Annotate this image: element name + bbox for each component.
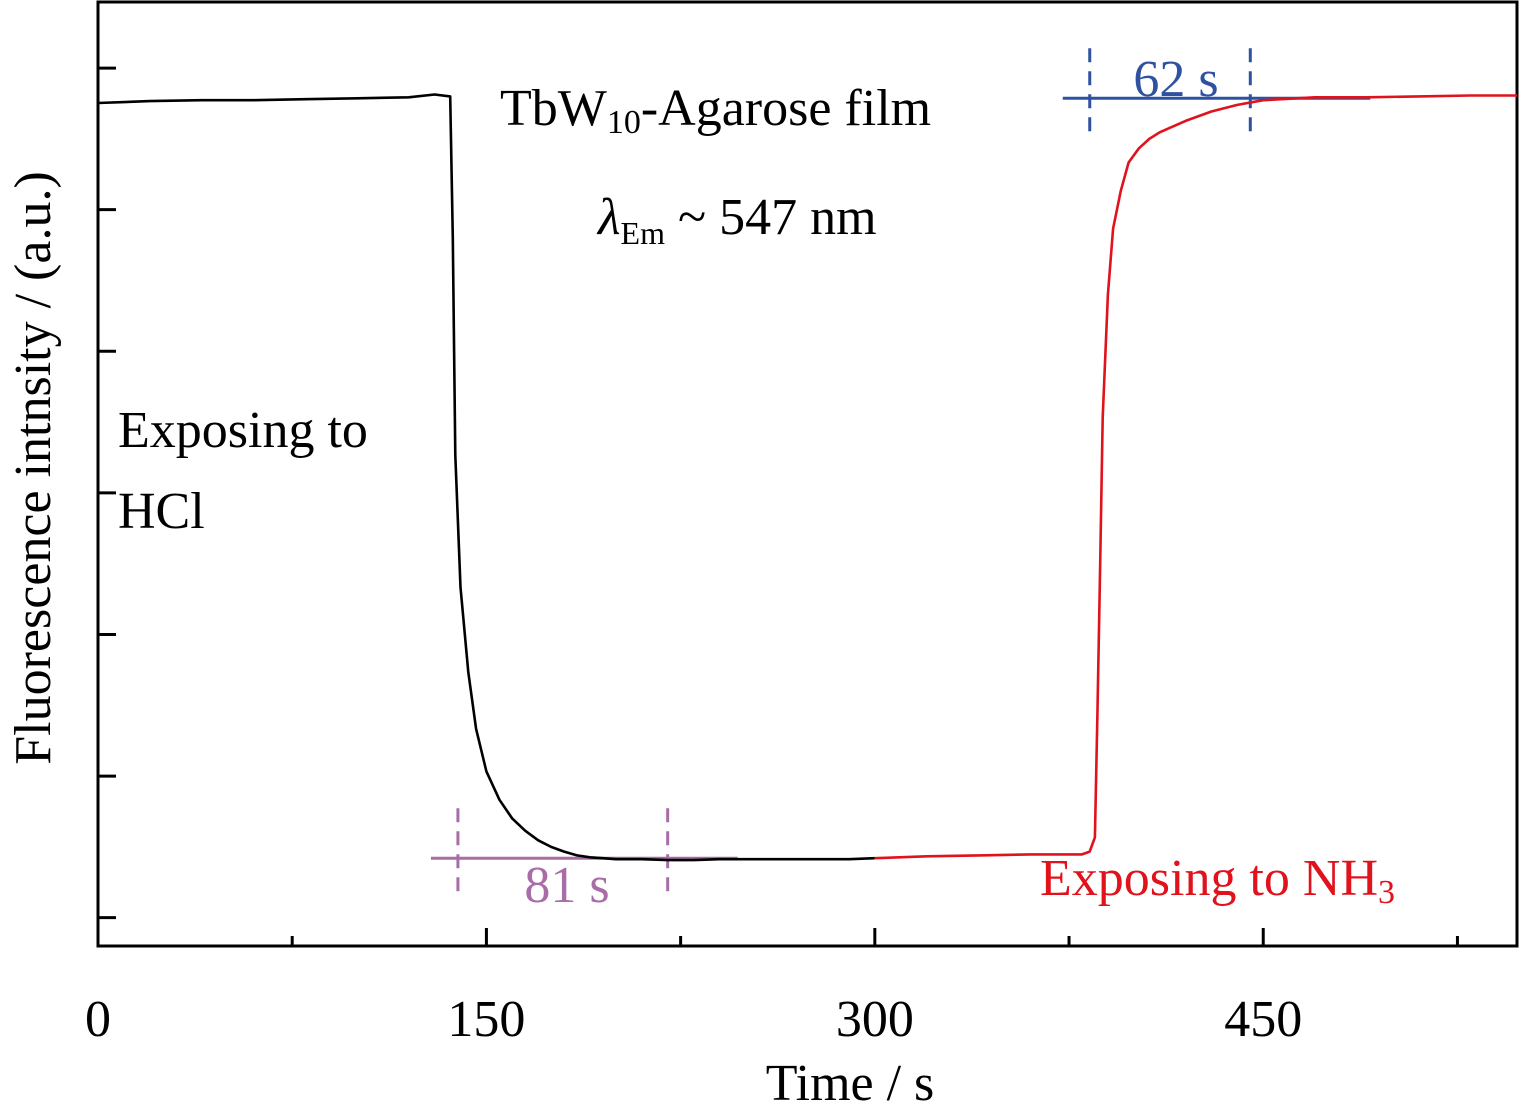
nh3-label: Exposing to NH3 (1040, 850, 1395, 911)
nh3-label-main: Exposing to NH (1040, 850, 1378, 907)
x-tick-label-1: 150 (447, 991, 525, 1048)
hcl-label-line2: HCl (118, 483, 205, 540)
film-label-subscript: 10 (607, 104, 641, 141)
y-axis-label: Fluorescence intnsity / (a.u.) (5, 171, 62, 765)
lambda-subscript: Em (621, 215, 666, 251)
x-tick-labels: 0 150 300 450 (85, 991, 1302, 1048)
x-axis-label: Time / s (766, 1055, 935, 1109)
film-label: TbW10-Agarose film (500, 80, 931, 141)
response-time-spans (430, 48, 1371, 895)
x-tick-label-2: 300 (836, 991, 914, 1048)
data-series (97, 93, 1517, 862)
lambda-symbol: λ (596, 189, 621, 246)
rise-time-label: 62 s (1133, 51, 1218, 108)
x-tick-label-0: 0 (85, 991, 111, 1048)
emission-wavelength-label: λEm ~ 547 nm (596, 189, 877, 251)
film-label-main: TbW (500, 80, 607, 137)
nh3-label-subscript: 3 (1378, 874, 1395, 911)
film-label-rest: -Agarose film (641, 80, 931, 137)
x-tick-label-3: 450 (1224, 991, 1302, 1048)
plot-frame (96, 0, 1519, 948)
fall-time-label: 81 s (524, 857, 609, 914)
series-line-0 (97, 93, 875, 862)
series-line-1 (874, 94, 1517, 860)
wavelength-value: ~ 547 nm (665, 189, 877, 246)
axis-ticks (96, 66, 1459, 946)
hcl-label-line1: Exposing to (118, 402, 368, 459)
